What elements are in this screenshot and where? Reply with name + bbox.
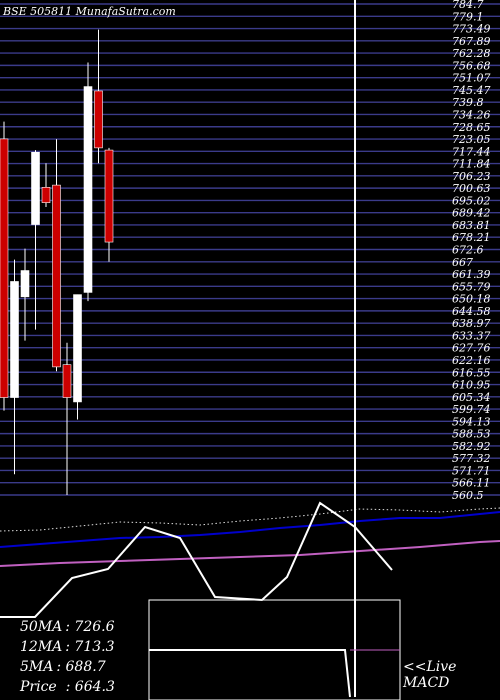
chart-title: BSE 505811 MunafaSutra.com	[2, 5, 176, 18]
candle-body-up	[31, 151, 40, 225]
y-tick-label: 650.18	[452, 293, 491, 306]
y-tick-label: 588.53	[452, 428, 491, 441]
y-tick-label: 683.81	[452, 219, 491, 232]
macd-live-label: <<Live	[403, 659, 456, 675]
ma-dotted-line	[0, 507, 500, 532]
y-tick-label: 706.23	[452, 170, 491, 183]
y-tick-label: 610.95	[452, 379, 491, 392]
candle-body-up	[20, 270, 30, 298]
y-tick-label: 773.49	[452, 23, 491, 36]
y-tick-label: 779.1	[452, 10, 484, 23]
macd-white-line	[149, 649, 351, 698]
y-tick-label: 560.5	[452, 489, 484, 502]
y-tick-label: 571.71	[452, 464, 491, 477]
y-tick-label: 723.05	[452, 133, 491, 146]
ma-blue-line	[0, 511, 500, 548]
white-oscillator-line	[0, 501, 393, 618]
y-tick-label: 655.79	[452, 280, 491, 293]
price-tick-labels: 784.7779.1773.49767.89762.28756.68751.07…	[452, 0, 491, 502]
candlestick-series	[0, 29, 114, 495]
y-tick-label: 605.34	[452, 391, 491, 404]
candle-body-down	[0, 138, 9, 398]
y-tick-label: 739.8	[452, 96, 484, 109]
candle-body-down	[104, 149, 114, 243]
ma-magenta-line	[0, 540, 500, 567]
y-tick-label: 767.89	[452, 35, 491, 48]
candle-body-down	[94, 90, 103, 149]
y-tick-label: 756.68	[452, 59, 491, 72]
macd-panel: <<Live MACD	[148, 599, 456, 700]
y-tick-label: 784.7	[452, 0, 484, 11]
y-tick-label: 711.84	[452, 158, 491, 171]
candle-body-down	[41, 187, 51, 203]
candle-body-up	[83, 86, 93, 293]
y-tick-label: 762.28	[452, 47, 491, 60]
y-tick-label: 751.07	[452, 72, 491, 85]
y-tick-label: 594.13	[452, 415, 491, 428]
y-tick-label: 661.39	[452, 268, 491, 281]
y-tick-label: 599.74	[452, 403, 491, 416]
y-tick-label: 728.65	[452, 121, 491, 134]
price-gridlines	[0, 3, 500, 496]
y-tick-label: 622.16	[452, 354, 491, 367]
y-tick-label: 582.92	[452, 440, 491, 453]
info-12ma: 12MA: 713.3	[20, 639, 115, 655]
y-tick-label: 672.6	[452, 244, 484, 257]
ma-info-block: 50MA: 726.6 12MA: 713.3 5MA: 688.7 Price…	[19, 619, 115, 695]
y-tick-label: 627.76	[452, 342, 491, 355]
candle-body-down	[62, 364, 72, 398]
y-tick-label: 566.11	[452, 477, 491, 490]
y-tick-label: 700.63	[452, 182, 491, 195]
info-price: Price : 664.3	[19, 679, 115, 695]
y-tick-label: 734.26	[452, 108, 491, 121]
y-tick-label: 689.42	[452, 207, 491, 220]
candle-body-up	[73, 294, 82, 403]
y-tick-label: 745.47	[452, 84, 491, 97]
y-tick-label: 633.37	[452, 329, 491, 342]
y-tick-label: 638.97	[452, 317, 491, 330]
info-5ma: 5MA: 688.7	[20, 659, 106, 675]
y-tick-label: 678.21	[452, 231, 491, 244]
y-tick-label: 667	[452, 256, 473, 269]
macd-title: MACD	[402, 675, 449, 691]
y-tick-label: 695.02	[452, 194, 491, 207]
y-tick-label: 717.44	[452, 145, 491, 158]
candle-body-down	[52, 184, 61, 368]
y-tick-label: 577.32	[452, 452, 491, 465]
candle-body-up	[10, 281, 19, 398]
y-tick-label: 616.55	[452, 366, 491, 379]
y-tick-label: 644.58	[452, 305, 491, 318]
info-50ma: 50MA: 726.6	[20, 619, 115, 635]
